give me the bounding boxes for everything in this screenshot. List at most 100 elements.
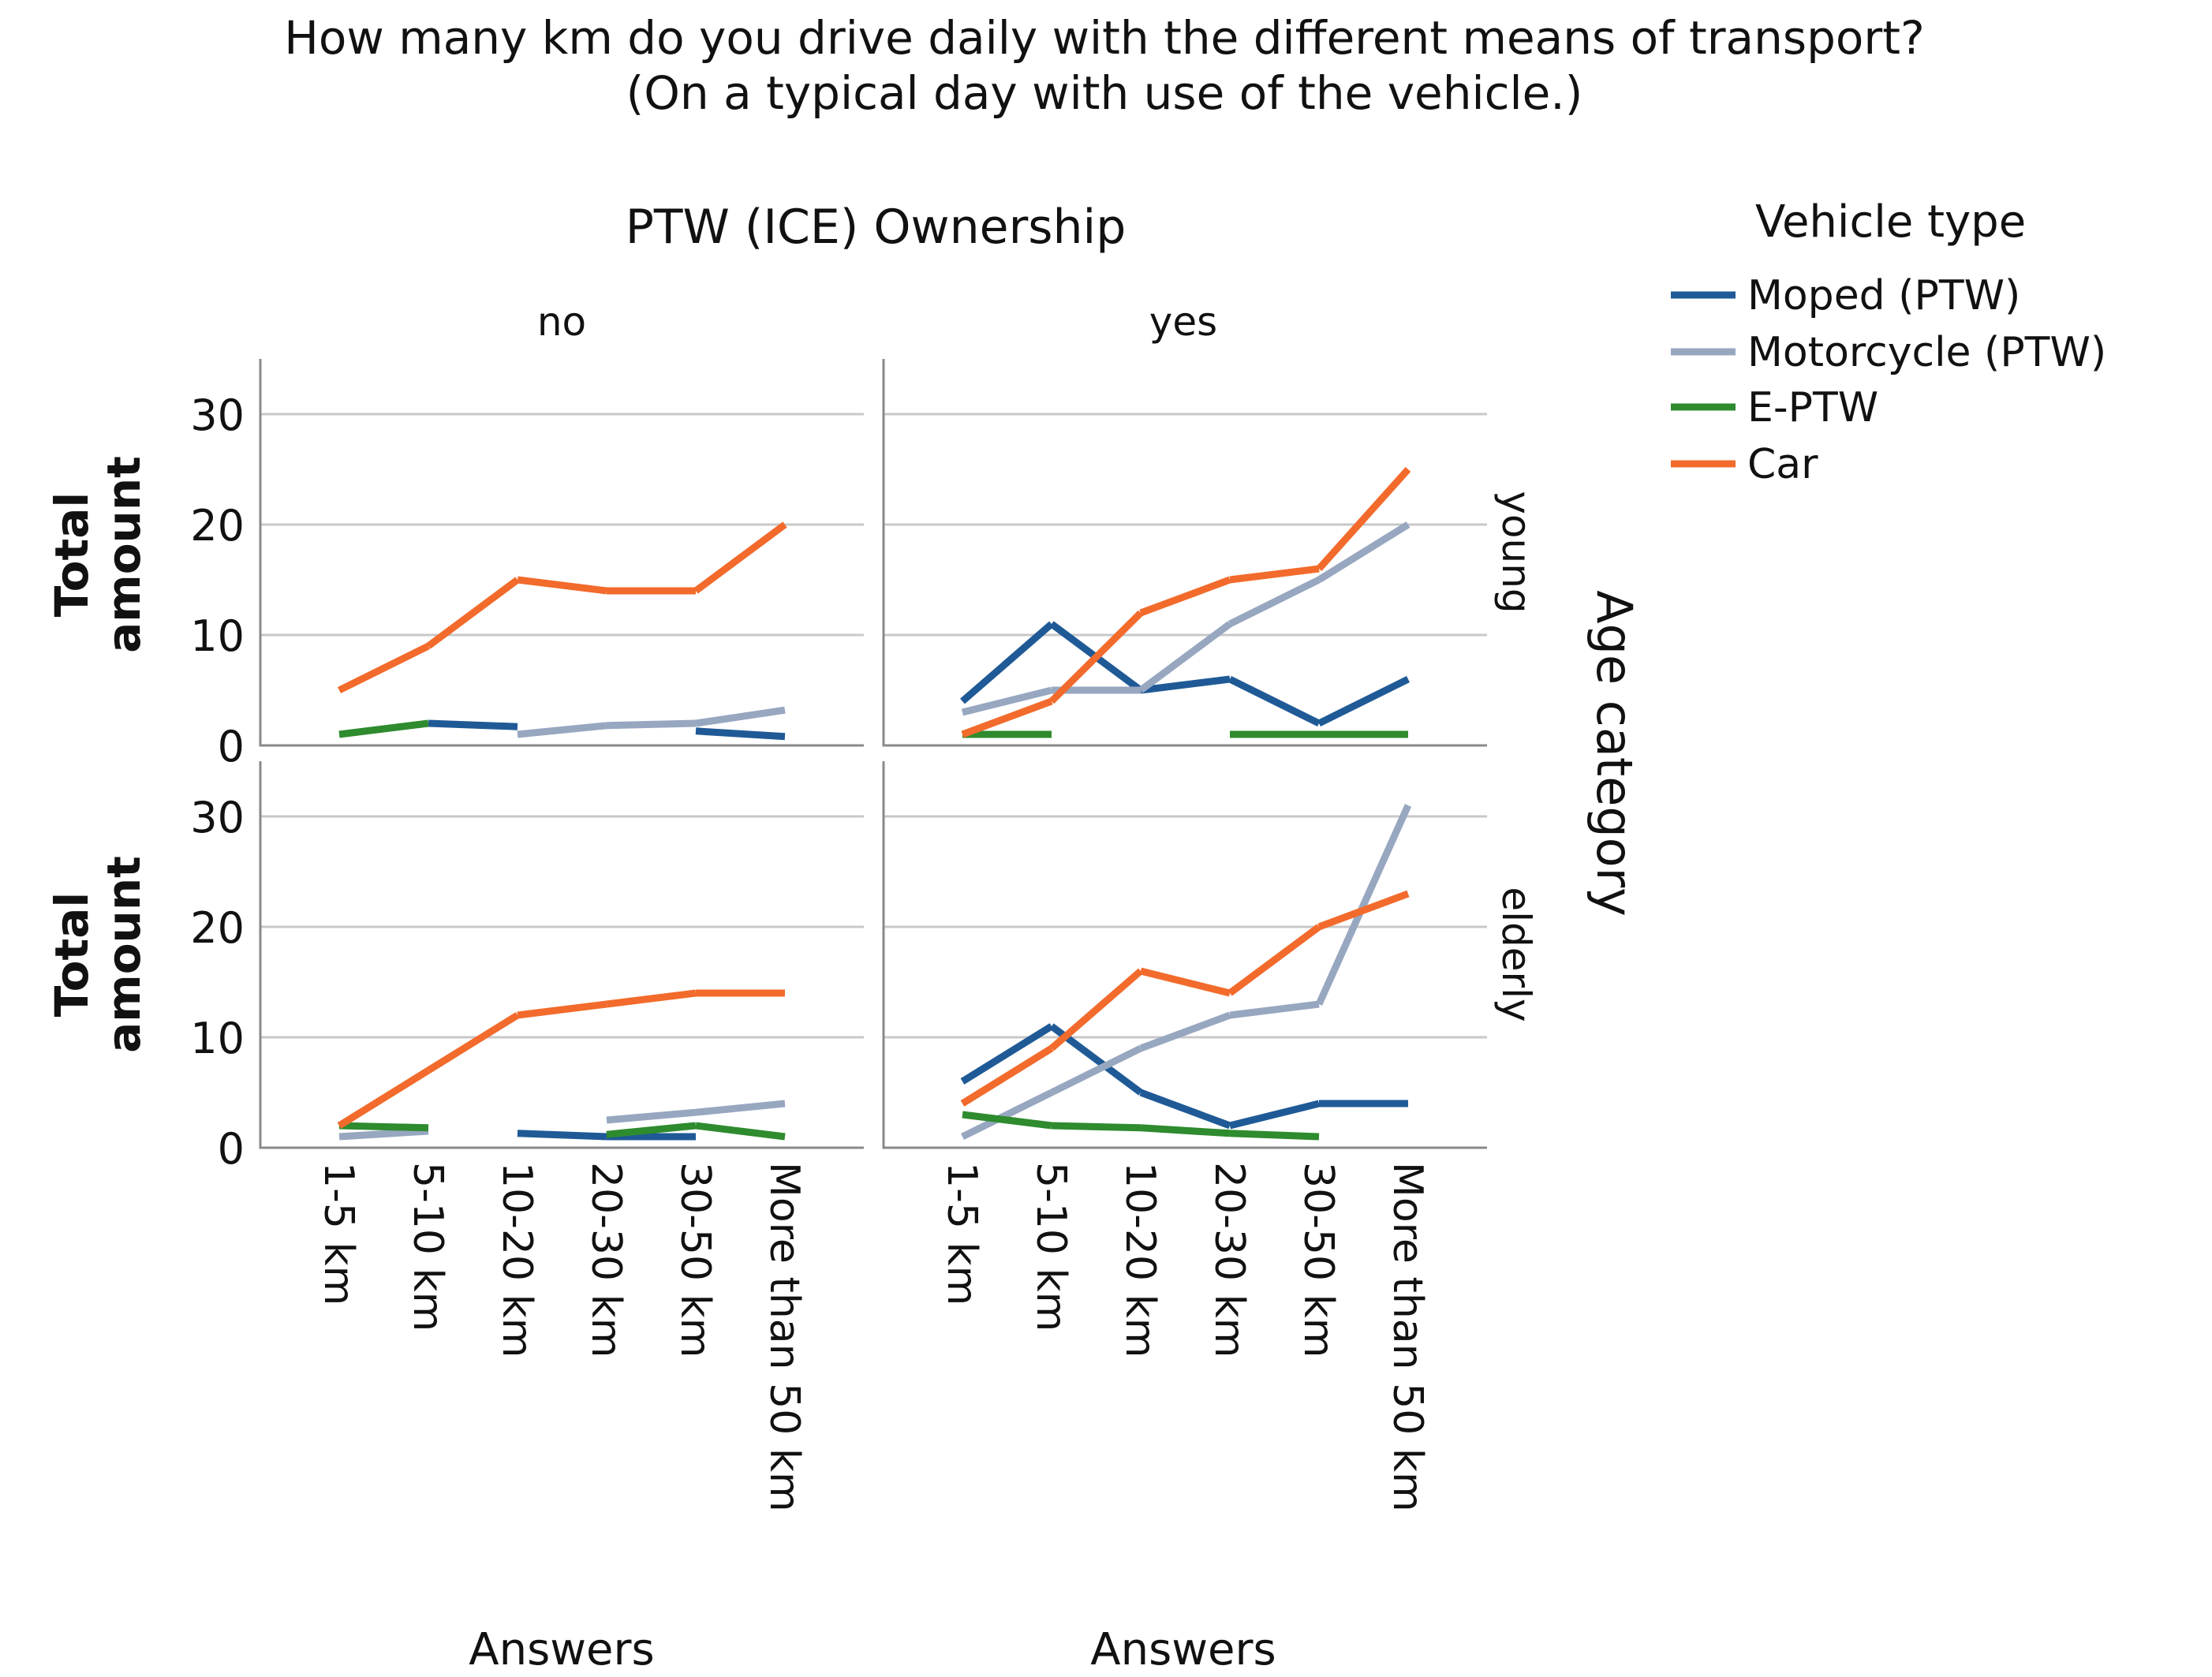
row-header-young: young bbox=[1493, 491, 1539, 613]
chart-title: How many km do you drive daily with the … bbox=[284, 11, 1925, 65]
panel-elderly-yes-series-motorcycle-ptw-segment-3 bbox=[1229, 1000, 1320, 1019]
panel-elderly-yes-xtick-1-5-km: 1-5 km bbox=[938, 1162, 985, 1305]
panel-elderly-no-ytick-10: 10 bbox=[190, 1014, 245, 1063]
panel-young-yes-series-moped-ptw-segment-3 bbox=[1228, 675, 1321, 727]
panel-young-no-ytick-20: 20 bbox=[190, 501, 245, 551]
panel-young-yes-series-moped-ptw-segment-4 bbox=[1317, 675, 1410, 727]
panel-elderly-no-xtick-30-50-km: 30-50 km bbox=[671, 1162, 719, 1358]
panel-elderly-no-series-moped-ptw bbox=[517, 1130, 696, 1141]
panel-elderly-no-series-e-ptw-segment-3 bbox=[606, 1122, 697, 1138]
panel-young-no-series-moped-ptw-segment-1 bbox=[428, 719, 518, 730]
panel-elderly-yes-series-motorcycle-ptw-segment-4 bbox=[1315, 804, 1412, 1006]
panel-elderly-yes-series-e-ptw-segment-3 bbox=[1229, 1130, 1320, 1141]
panel-elderly-yes-series-motorcycle-ptw-segment-0 bbox=[961, 1089, 1053, 1141]
panel-elderly-yes-series-moped-ptw-segment-0 bbox=[960, 1023, 1054, 1085]
panel-young-no-series-car-segment-4 bbox=[693, 521, 787, 594]
panel-elderly-no-axes bbox=[259, 761, 864, 1149]
panel-elderly-yes-series-moped-ptw-segment-3 bbox=[1228, 1100, 1321, 1130]
panel-elderly-no-series-car-segment-1 bbox=[426, 1012, 520, 1074]
panel-elderly-no-series-motorcycle-ptw-segment-0 bbox=[338, 1127, 429, 1141]
panel-elderly-yes-series-moped-ptw-segment-2 bbox=[1139, 1089, 1231, 1130]
panel-elderly-yes-series-car-segment-3 bbox=[1227, 924, 1321, 996]
legend-label-e-ptw: E-PTW bbox=[1747, 384, 1878, 431]
column-header-no: no bbox=[537, 299, 586, 345]
panel-elderly-yes-series-car-segment-2 bbox=[1139, 967, 1231, 997]
panel-young-yes-series-motorcycle-ptw-segment-3 bbox=[1228, 576, 1321, 628]
panel-elderly-yes-series-motorcycle-ptw-segment-2 bbox=[1139, 1011, 1231, 1052]
panel-elderly-yes-series-car-segment-1 bbox=[1049, 968, 1143, 1051]
panel-young-no-series-car-segment-2 bbox=[517, 576, 607, 595]
panel-young-yes-series-car-segment-2 bbox=[1139, 576, 1231, 617]
panel-elderly-no-ytick-30: 30 bbox=[190, 793, 245, 842]
panel-young-no-ytick-10: 10 bbox=[190, 611, 245, 661]
panel-elderly-no-xtick-10-20-km: 10-20 km bbox=[493, 1162, 540, 1358]
panel-elderly-no-series-car-segment-2 bbox=[517, 1000, 607, 1019]
panel-young-no-series-car-segment-1 bbox=[426, 577, 520, 649]
column-header-yes: yes bbox=[1149, 299, 1217, 345]
panel-elderly-no-series-motorcycle-ptw bbox=[338, 1100, 786, 1141]
legend-label-motorcycle: Motorcycle (PTW) bbox=[1747, 329, 2106, 376]
panel-young-yes-series-car bbox=[961, 466, 1411, 738]
panel-elderly-yes-series-car-segment-4 bbox=[1317, 890, 1410, 931]
panel-young-yes-series-car-segment-4 bbox=[1316, 466, 1411, 572]
panel-elderly-yes-xtick-30-50-km: 30-50 km bbox=[1295, 1162, 1342, 1358]
panel-elderly-yes-series-e-ptw-segment-2 bbox=[1140, 1124, 1231, 1137]
panels-layer: 0 10 20 30 0 10 20 30 1-5 km 5-10 km 10-20 km 20-30… bbox=[190, 359, 1487, 1512]
legend-label-car: Car bbox=[1747, 441, 1818, 488]
panel-elderly-no-series-e-ptw-segment-0 bbox=[338, 1122, 429, 1132]
x-axis-title-no: Answers bbox=[469, 1624, 654, 1674]
panel-young-no-series-motorcycle-ptw-segment-2 bbox=[517, 722, 607, 738]
panel-young-no-series-motorcycle-ptw-segment-4 bbox=[695, 706, 786, 727]
panel-elderly-yes-series-car bbox=[960, 890, 1410, 1107]
row-header-elderly: elderly bbox=[1493, 887, 1539, 1022]
panel-young-yes bbox=[882, 359, 1487, 747]
panel-young-no-series-car bbox=[338, 521, 787, 694]
legend-item-e-ptw: E-PTW bbox=[1671, 384, 1878, 431]
panel-elderly-yes-xtick-5-10-km: 5-10 km bbox=[1027, 1162, 1074, 1332]
panel-elderly-yes-series-car-segment-0 bbox=[960, 1045, 1054, 1107]
panel-elderly-no-xtick-20-30-km: 20-30 km bbox=[582, 1162, 630, 1358]
panel-young-no-series-e-ptw-segment-0 bbox=[338, 719, 429, 738]
panel-young-no-series-moped-ptw bbox=[428, 719, 786, 741]
panel-elderly-yes-series-motorcycle-ptw-segment-1 bbox=[1050, 1044, 1142, 1096]
panel-young-yes-series-motorcycle-ptw-segment-2 bbox=[1138, 621, 1232, 693]
panel-elderly-yes: 1-5 km 5-10 km 10-20 km 20-30 km 30-50 km Mor… bbox=[882, 761, 1487, 1512]
panel-young-yes-series-car-segment-0 bbox=[961, 697, 1053, 738]
panel-young-no-series-motorcycle-ptw-segment-3 bbox=[606, 719, 697, 730]
legend-label-moped: Moped (PTW) bbox=[1747, 272, 2020, 319]
panel-elderly-no-xtick-more-than-50-km: More than 50 km bbox=[760, 1162, 808, 1512]
panel-elderly-no-ytick-0: 0 bbox=[218, 1124, 245, 1174]
panel-elderly-no-series-e-ptw bbox=[338, 1122, 786, 1141]
panel-young-yes-axes bbox=[882, 359, 1487, 747]
panel-young-no-series-car-segment-0 bbox=[338, 642, 430, 694]
panel-elderly-yes-xtick-20-30-km: 20-30 km bbox=[1205, 1162, 1253, 1358]
y-axis-title-bottom-line2: amount bbox=[97, 856, 151, 1053]
y-axis-title-top: Total amount bbox=[45, 456, 151, 653]
panel-young-yes-series-car-segment-3 bbox=[1229, 565, 1320, 584]
panel-elderly-no-ytick-20: 20 bbox=[190, 903, 245, 953]
panel-young-yes-series-motorcycle-ptw bbox=[961, 521, 1411, 716]
panel-elderly-yes-series-e-ptw bbox=[962, 1111, 1320, 1141]
legend-title: Vehicle type bbox=[1755, 196, 2026, 248]
row-facet-title: Age category bbox=[1586, 590, 1643, 917]
panel-young-no-ytick-30: 30 bbox=[190, 390, 245, 440]
panel-elderly-no-series-car bbox=[337, 989, 785, 1129]
panel-elderly-yes-series-moped-ptw bbox=[960, 1023, 1408, 1130]
panel-elderly-yes-series-e-ptw-segment-1 bbox=[1051, 1122, 1141, 1132]
panel-young-no-series-moped-ptw-segment-4 bbox=[695, 727, 786, 741]
panel-elderly-no-xtick-5-10-km: 5-10 km bbox=[404, 1162, 451, 1332]
panel-young-yes-series-motorcycle-ptw-segment-0 bbox=[961, 686, 1053, 716]
panel-young-yes-series-motorcycle-ptw-segment-4 bbox=[1317, 521, 1411, 583]
column-facet-title: PTW (ICE) Ownership bbox=[626, 200, 1127, 255]
y-axis-title-bottom: Total amount bbox=[45, 856, 151, 1053]
panel-young-no: 0 10 20 30 bbox=[190, 359, 864, 771]
x-axis-title-yes: Answers bbox=[1090, 1624, 1276, 1674]
panel-elderly-no-series-car-segment-3 bbox=[606, 989, 697, 1008]
panel-elderly-no: 0 10 20 30 1-5 km 5-10 km 10-20 km 20-30 km 30-5… bbox=[190, 761, 864, 1512]
panel-elderly-no-series-motorcycle-ptw-segment-4 bbox=[695, 1100, 786, 1116]
y-axis-title-top-line2: amount bbox=[97, 456, 151, 653]
chart-subtitle: (On a typical day with use of the vehicl… bbox=[626, 66, 1583, 120]
panel-elderly-yes-xtick-more-than-50-km: More than 50 km bbox=[1384, 1162, 1431, 1512]
